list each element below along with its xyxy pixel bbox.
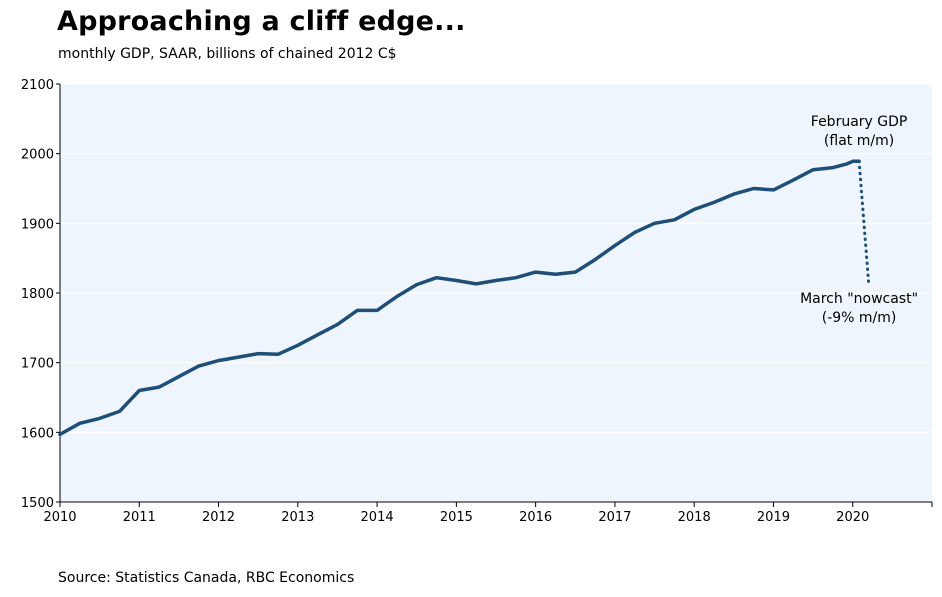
x-tick-label: 2016 [519,510,552,525]
y-tick-label: 1800 [21,287,54,302]
y-tick-label: 1600 [21,426,54,441]
y-tick-labels: 1500 1600 1700 1800 1900 2000 2100 [21,78,54,511]
y-tick-label: 1900 [21,217,54,232]
source-note: Source: Statistics Canada, RBC Economics [58,570,355,586]
chart-subtitle: monthly GDP, SAAR, billions of chained 2… [58,46,397,62]
series-layer [58,159,871,437]
x-tick-label: 2015 [440,510,473,525]
y-tick-label: 2100 [21,78,54,93]
annotations: February GDP (flat m/m) March "nowcast" (-9… [800,114,918,326]
annotation-label-1: February GDP [811,114,908,130]
x-tick-label: 2013 [281,510,314,525]
annotation-label-2: (-9% m/m) [822,310,897,326]
x-tick-label: 2020 [836,510,869,525]
gdp-line [58,159,861,437]
annotation-label-1: (flat m/m) [824,133,894,149]
axes [56,83,933,507]
x-tick-label: 2017 [598,510,631,525]
x-tick-label: 2014 [361,510,394,525]
x-tick-labels: 2010 2011 2012 2013 2014 2015 2016 2017 2018 2019… [43,510,869,525]
x-tick-label: 2018 [678,510,711,525]
y-tick-label: 2000 [21,148,54,163]
annotation-label-2: March "nowcast" [800,291,918,307]
x-tick-label: 2019 [757,510,790,525]
x-tick-label: 2010 [43,510,76,525]
y-tick-label: 1500 [21,496,54,511]
y-tick-label: 1700 [21,357,54,372]
x-tick-label: 2011 [123,510,156,525]
x-tick-label: 2012 [202,510,235,525]
nowcast-dotted-line [857,159,871,284]
chart-title: Approaching a cliff edge... [57,6,466,37]
